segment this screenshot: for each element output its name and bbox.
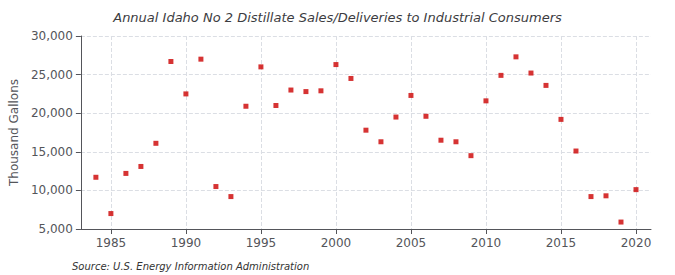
svg-text:30,000: 30,000 (31, 29, 73, 43)
svg-text:15,000: 15,000 (31, 145, 73, 159)
svg-text:Source: U.S. Energy Informatio: Source: U.S. Energy Information Administ… (72, 261, 309, 272)
svg-text:1985: 1985 (96, 236, 127, 250)
svg-text:2020: 2020 (621, 236, 652, 250)
svg-text:1990: 1990 (171, 236, 202, 250)
svg-text:20,000: 20,000 (31, 106, 73, 120)
svg-text:Annual Idaho No 2 Distillate S: Annual Idaho No 2 Distillate Sales/Deliv… (112, 10, 562, 25)
svg-text:2005: 2005 (396, 236, 427, 250)
svg-text:10,000: 10,000 (31, 183, 73, 197)
svg-text:5,000: 5,000 (39, 222, 73, 236)
svg-text:2010: 2010 (471, 236, 502, 250)
svg-text:2000: 2000 (321, 236, 352, 250)
svg-text:Thousand Gallons: Thousand Gallons (7, 79, 21, 187)
svg-text:2015: 2015 (546, 236, 577, 250)
svg-text:25,000: 25,000 (31, 68, 73, 82)
svg-text:1995: 1995 (246, 236, 277, 250)
